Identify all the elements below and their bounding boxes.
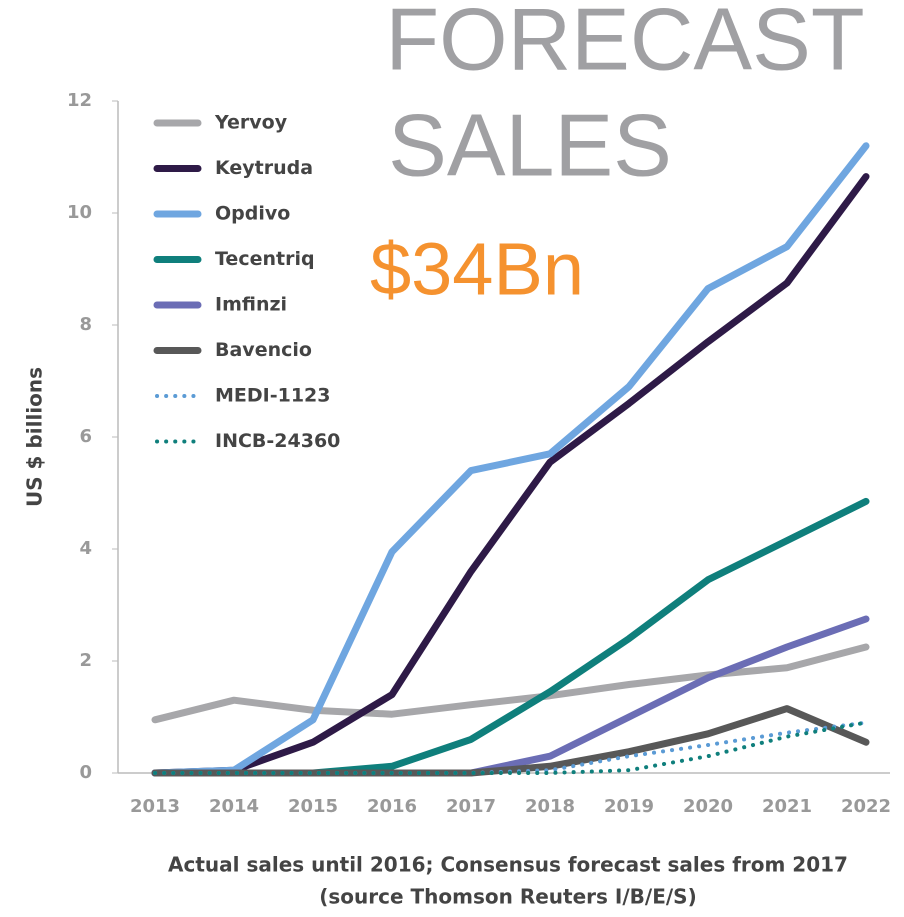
x-tick-label: 2017	[446, 796, 496, 817]
series-line	[151, 497, 870, 777]
legend-label: Bavencio	[215, 339, 312, 361]
x-tick-label: 2016	[367, 796, 417, 817]
annotation: $34Bn	[370, 228, 584, 311]
legend-label: Yervoy	[214, 112, 288, 134]
series-line	[151, 142, 870, 777]
x-tick-label: 2018	[525, 796, 575, 817]
legend-label: INCB-24360	[215, 430, 340, 452]
legend-label: Imfinzi	[215, 294, 287, 316]
y-tick-label: 4	[79, 538, 92, 559]
y-tick-label: 12	[67, 90, 92, 111]
x-tick-label: 2014	[209, 796, 259, 817]
caption: (source Thomson Reuters I/B/E/S)	[319, 885, 696, 909]
legend-label: Tecentriq	[215, 248, 315, 270]
caption: Actual sales until 2016; Consensus forec…	[168, 853, 848, 877]
legend-label: Keytruda	[215, 157, 313, 179]
series-line	[153, 720, 868, 775]
y-tick-label: 0	[79, 762, 92, 783]
y-tick-label: 8	[79, 314, 92, 335]
legend-label: Opdivo	[215, 203, 290, 225]
y-tick-label: 6	[79, 426, 92, 447]
legend-label: MEDI-1123	[215, 385, 331, 407]
x-tick-label: 2013	[130, 796, 180, 817]
title-line: FORECAST	[385, 0, 864, 88]
y-tick-label: 2	[79, 650, 92, 671]
x-tick-label: 2021	[762, 796, 812, 817]
x-tick-label: 2019	[604, 796, 654, 817]
y-axis-label: US $ billions	[23, 367, 47, 507]
x-tick-label: 2022	[841, 796, 891, 817]
title-line: SALES	[388, 95, 672, 194]
y-tick-label: 10	[67, 202, 92, 223]
x-tick-label: 2020	[683, 796, 733, 817]
x-tick-label: 2015	[288, 796, 338, 817]
series-line	[151, 173, 870, 777]
series-line	[151, 643, 870, 724]
